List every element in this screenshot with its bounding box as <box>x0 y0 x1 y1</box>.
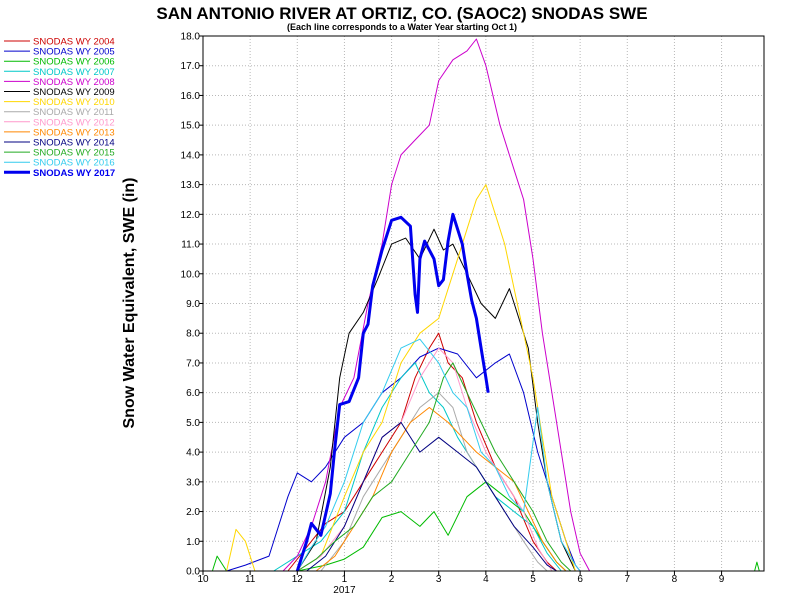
y-axis-label: Snow Water Equivalent, SWE (in) <box>121 178 138 429</box>
legend-label: SNODAS WY 2016 <box>33 158 115 169</box>
x-tick-label: 5 <box>530 574 536 585</box>
legend-label: SNODAS WY 2013 <box>33 127 115 138</box>
series-line <box>226 347 581 572</box>
legend-label: SNODAS WY 2007 <box>33 67 115 78</box>
y-tick-label: 5.0 <box>186 418 200 429</box>
legend-label: SNODAS WY 2012 <box>33 117 115 128</box>
series-line <box>295 212 490 572</box>
y-tick-label: 2.0 <box>186 507 200 518</box>
y-tick-label: 3.0 <box>186 477 200 488</box>
x-year-label: 2017 <box>333 585 356 596</box>
y-tick-label: 7.0 <box>186 358 200 369</box>
series-line <box>320 392 548 572</box>
y-tick-label: 0.0 <box>186 567 200 578</box>
legend-label: SNODAS WY 2004 <box>33 37 115 48</box>
chart-subtitle: (Each line corresponds to a Water Year s… <box>287 22 517 32</box>
y-tick-labels: 0.0 1.0 2.0 3.0 4.0 5.0 6.0 7.0 8.0 9.0 10.0 11.0 12… <box>181 32 203 578</box>
y-tick-label: 10.0 <box>181 269 201 280</box>
legend-label: SNODAS WY 2011 <box>33 107 114 118</box>
x-tick-label: 6 <box>577 574 583 585</box>
series-line <box>315 407 567 572</box>
x-tick-label: 9 <box>719 574 725 585</box>
y-tick-label: 15.0 <box>181 121 201 132</box>
legend-label: SNODAS WY 2005 <box>33 47 115 58</box>
y-tick-label: 11.0 <box>181 240 200 251</box>
x-tick-label: 4 <box>483 574 489 585</box>
y-tick-label: 14.0 <box>181 150 201 161</box>
legend-label: SNODAS WY 2010 <box>33 97 115 108</box>
y-tick-label: 6.0 <box>186 388 200 399</box>
x-tick-label: 2 <box>389 574 395 585</box>
x-tick-label: 3 <box>436 574 442 585</box>
legend-label: SNODAS WY 2015 <box>33 148 115 159</box>
y-tick-label: 12.0 <box>181 210 201 221</box>
y-tick-label: 1.0 <box>186 537 200 548</box>
y-tick-label: 9.0 <box>186 299 200 310</box>
series-lines <box>211 38 760 572</box>
legend-label: SNODAS WY 2006 <box>33 57 115 68</box>
legend-label: SNODAS WY 2008 <box>33 77 115 88</box>
x-tick-label: 8 <box>672 574 678 585</box>
series-line <box>297 362 572 572</box>
y-tick-label: 4.0 <box>186 448 200 459</box>
series-line <box>273 362 562 572</box>
legend-label: SNODAS WY 2017 <box>33 168 115 179</box>
series-line <box>297 347 553 572</box>
series-line <box>296 338 581 572</box>
legend-label: SNODAS WY 2014 <box>33 138 115 149</box>
series-line <box>306 421 557 572</box>
x-tick-label: 10 <box>197 574 209 585</box>
x-tick-label: 7 <box>625 574 631 585</box>
y-tick-label: 13.0 <box>181 180 201 191</box>
series-line <box>296 228 576 572</box>
grid-lines <box>202 35 764 572</box>
y-tick-label: 17.0 <box>181 61 201 72</box>
x-tick-label: 1 <box>342 574 348 585</box>
x-tick-label: 11 <box>245 574 256 585</box>
y-tick-label: 16.0 <box>181 91 201 102</box>
legend-label: SNODAS WY 2009 <box>33 87 115 98</box>
x-tick-label: 12 <box>292 574 304 585</box>
chart-title: SAN ANTONIO RIVER AT ORTIZ, CO. (SAOC2) … <box>156 4 647 23</box>
y-tick-label: 8.0 <box>186 329 200 340</box>
series-line <box>287 332 557 572</box>
y-tick-label: 18.0 <box>181 32 201 43</box>
